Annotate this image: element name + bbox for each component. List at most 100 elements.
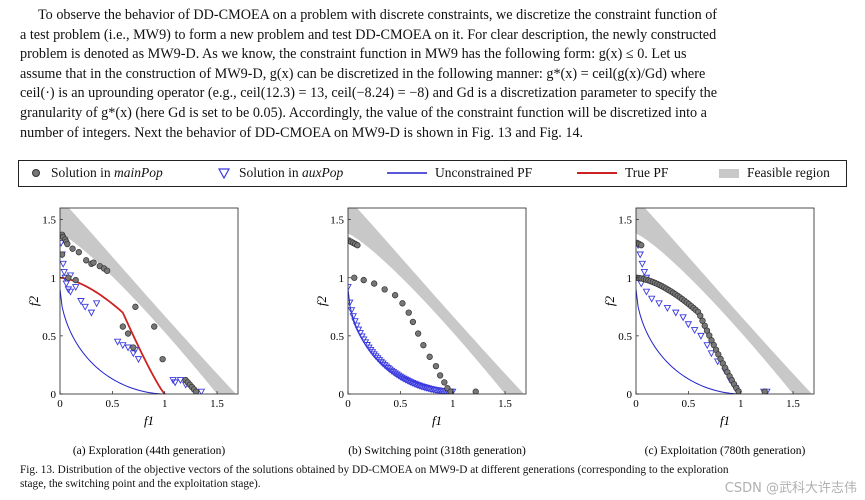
main-pop-point <box>119 323 126 330</box>
main-pop-point <box>151 323 158 330</box>
aux-pop-point <box>352 322 361 330</box>
main-pop-point <box>64 240 71 248</box>
aux-pop-point <box>81 303 89 311</box>
feasible-region <box>636 208 812 394</box>
aux-pop-point <box>66 288 75 296</box>
x-axis-label: f1 <box>432 413 442 428</box>
legend-main-pop: Solution in mainPop <box>29 165 163 181</box>
y-tick-label: 0.5 <box>42 331 56 343</box>
aux-pop-point <box>119 342 127 350</box>
aux-pop-point <box>373 355 382 363</box>
aux-pop-point <box>129 350 138 358</box>
aux-pop-point <box>398 374 406 382</box>
aux-pop-point <box>60 260 67 268</box>
aux-pop-point <box>171 379 179 387</box>
para-line-6: granularity of g*(x) (here Gd is set to … <box>20 104 707 121</box>
aux-pop-point <box>60 268 68 276</box>
x-tick-label: 1 <box>162 398 168 410</box>
aux-pop-point <box>92 300 101 308</box>
y-tick-label: 0.5 <box>330 331 344 343</box>
main-pop-point <box>124 330 132 337</box>
y-tick-label: 1 <box>339 273 345 285</box>
legend-unconstrained-label: Unconstrained PF <box>435 165 533 180</box>
main-pop-point <box>420 342 427 349</box>
panel-a: 0 0.5 1 1.5 0 0.5 1 1.5 f1 f2 (a) Exploration (44t… <box>8 196 268 466</box>
aux-pop-point <box>60 239 65 247</box>
legend-main-prefix: Solution in <box>51 165 115 180</box>
aux-pop-point <box>393 371 401 379</box>
x-axis-label: f1 <box>720 413 730 428</box>
main-pop-point <box>447 388 454 394</box>
legend-true-pf: True PF <box>577 165 668 181</box>
main-pop-point <box>69 245 76 252</box>
main-pop-point <box>371 280 378 287</box>
plot-layer <box>348 208 524 394</box>
figure-caption: Fig. 13. Distribution of the objective v… <box>20 463 855 491</box>
y-tick-label: 1 <box>51 273 57 285</box>
y-axis-label: f2 <box>26 295 41 306</box>
main-pop-point <box>83 257 90 264</box>
true-pf-line-icon <box>577 172 617 174</box>
aux-pop-point <box>124 344 132 352</box>
plot-frame <box>59 207 239 395</box>
main-pop-marker-icon <box>32 169 40 177</box>
aux-pop-point <box>366 346 375 354</box>
aux-pop-point <box>370 351 378 359</box>
x-tick-label: 1 <box>450 398 456 410</box>
aux-pop-point <box>640 268 649 276</box>
main-pop-point <box>103 267 111 274</box>
plot-frame <box>347 207 527 395</box>
legend-main-name: mainPop <box>114 165 163 180</box>
x-tick-label: 0 <box>57 398 63 410</box>
x-tick-label: 1.5 <box>498 398 512 410</box>
plot-layer <box>636 208 812 394</box>
aux-pop-point <box>638 260 647 268</box>
para-line-2: a test problem (i.e., MW9) to form a new… <box>20 26 717 43</box>
subfigure-caption: (c) Exploitation (780th generation) <box>645 445 806 457</box>
aux-pop-point <box>690 327 699 335</box>
main-pop-point <box>354 242 361 249</box>
aux-pop-point <box>372 353 380 361</box>
legend-true-pf-label: True PF <box>625 165 669 180</box>
main-pop-point <box>409 318 417 326</box>
legend-aux-pop: Solution in auxPop <box>217 165 343 181</box>
aux-pop-point <box>348 284 352 291</box>
unconstrained-pf-line <box>636 289 741 394</box>
panel-c: 0 0.5 1 1.5 0 0.5 1 1.5 f1 f2 (c) Exploitation (78… <box>584 196 844 466</box>
main-pop-point <box>75 249 82 256</box>
panel-b: 0 0.5 1 1.5 0 0.5 1 1.5 f1 f2 (b) Switching point … <box>296 196 556 466</box>
main-pop-point <box>638 242 645 249</box>
feasible-region-swatch-icon <box>719 169 739 178</box>
aux-pop-point <box>368 349 377 357</box>
aux-pop-point <box>703 342 711 350</box>
y-tick-label: 1.5 <box>330 215 344 227</box>
y-tick-label: 1 <box>627 273 633 285</box>
legend-aux-prefix: Solution in <box>239 165 303 180</box>
aux-pop-point <box>134 356 143 364</box>
aux-pop-point <box>349 313 357 321</box>
x-tick-label: 1 <box>738 398 744 410</box>
aux-pop-point <box>636 251 644 259</box>
aux-pop-point <box>663 305 672 312</box>
subfigure-caption: (b) Switching point (318th generation) <box>348 445 526 457</box>
x-tick-label: 0.5 <box>105 398 119 410</box>
aux-pop-point <box>377 358 385 366</box>
feasible-region <box>60 208 236 394</box>
main-pop-point <box>391 292 399 299</box>
aux-pop-point <box>351 318 359 326</box>
main-pop-point <box>360 276 367 284</box>
main-pop-point <box>60 251 66 258</box>
x-axis-label: f1 <box>144 413 154 428</box>
x-tick-label: 0.5 <box>681 398 695 410</box>
aux-pop-point <box>197 388 206 394</box>
main-pop-point <box>735 388 742 394</box>
watermark: CSDN @武科大许志伟 <box>724 481 857 496</box>
aux-pop-point <box>707 350 716 358</box>
legend-aux-name: auxPop <box>302 165 344 180</box>
para-line-1: To observe the behavior of DD-CMOEA on a… <box>38 7 718 23</box>
para-line-7: number of integers. Next the behavior of… <box>20 124 584 141</box>
unconstrained-line-icon <box>387 172 427 174</box>
aux-pop-point <box>87 309 96 317</box>
y-tick-label: 1.5 <box>42 215 56 227</box>
main-pop-point <box>159 355 166 363</box>
